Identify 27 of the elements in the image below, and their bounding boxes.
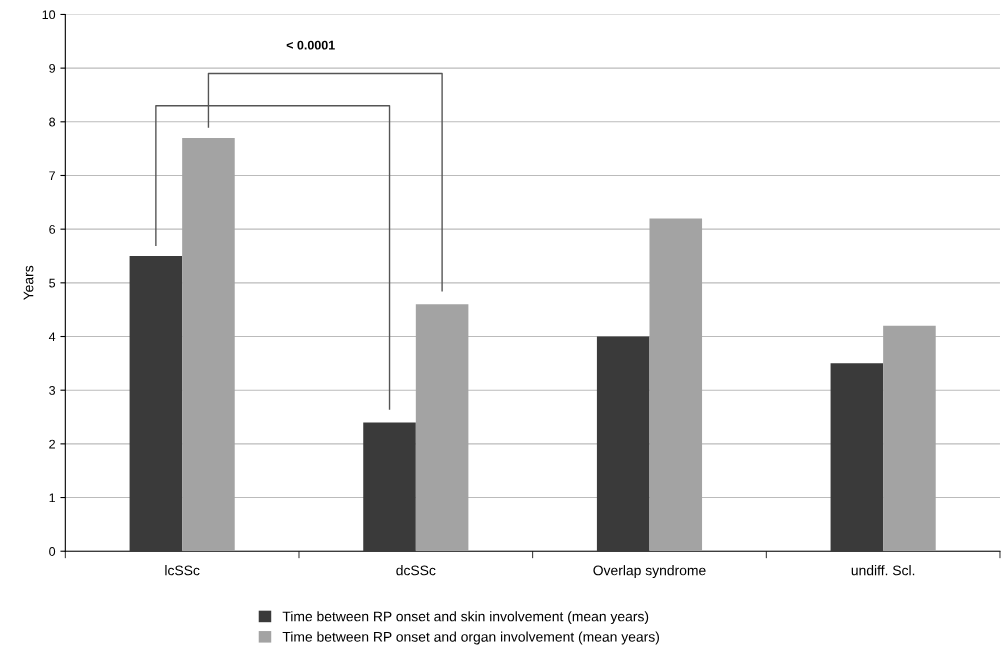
bar [129,256,183,552]
x-tick-label: Overlap syndrome [593,565,706,579]
bar [363,422,416,552]
x-tick-label: undiff. Scl. [851,565,915,576]
y-axis-title: Years [23,265,34,301]
y-tick-label: 6 [49,224,56,234]
y-tick-label: 1 [49,493,55,503]
y-tick-label: 5 [49,278,56,288]
bar [415,304,469,552]
legend-label: Time between RP onset and skin involvement (mean years) [282,611,649,625]
bar [182,137,235,552]
bar [883,325,936,552]
bar [596,336,650,552]
y-tick-label: 4 [48,332,56,342]
bar [649,218,703,552]
y-tick-label: 0 [49,547,56,556]
legend-label: Time between RP onset and organ involvement (mean years) [282,631,659,645]
bar [830,363,884,552]
y-tick-label: 3 [49,385,56,395]
x-tick-label: dcSSc [396,565,436,576]
y-tick-label: 8 [49,117,56,127]
y-tick-label: 7 [49,171,55,181]
annotation: < 0.0001 [286,40,335,50]
y-tick-label: 2 [49,439,55,449]
y-tick-label: 9 [49,63,56,73]
x-tick-label: lcSSc [165,565,200,576]
y-tick-label: 10 [42,10,56,20]
